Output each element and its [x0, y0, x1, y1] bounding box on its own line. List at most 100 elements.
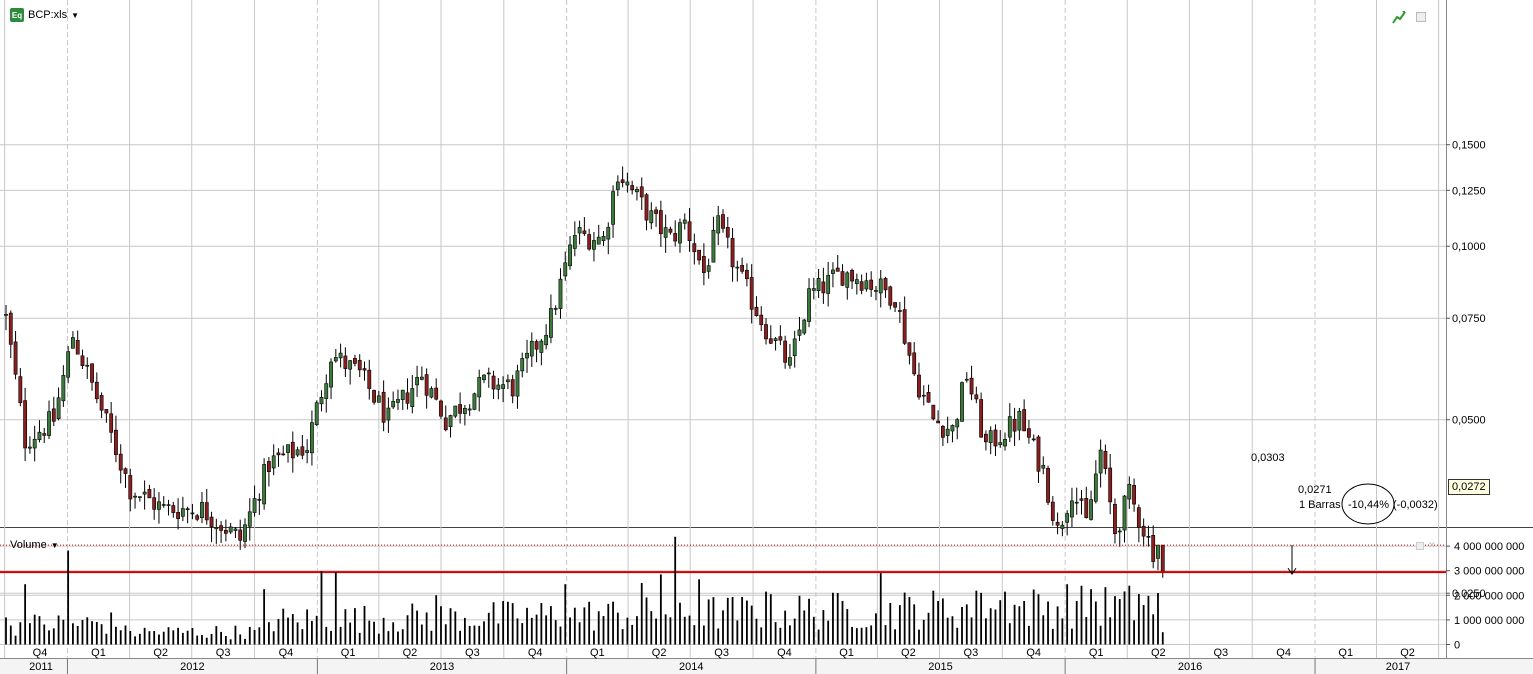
volume-bar [229, 639, 232, 645]
candle-up [1070, 500, 1074, 518]
candle-down [99, 395, 104, 411]
volume-bar [67, 550, 70, 645]
volume-bar [191, 627, 194, 645]
volume-title[interactable]: Volume [10, 539, 47, 551]
candle-down [620, 179, 625, 183]
candle-down [835, 267, 840, 272]
candle-down [266, 461, 271, 473]
volume-bar [1047, 601, 1049, 645]
candle-up [529, 340, 534, 357]
candle-down [644, 194, 649, 221]
measurement-percent-label: -10,44% [1348, 499, 1389, 511]
candle-up [161, 504, 166, 506]
restore-window-icon[interactable] [1416, 12, 1426, 22]
candle-up [271, 455, 276, 469]
volume-bar [158, 634, 160, 645]
volume-bar [449, 608, 452, 645]
candle-down [1012, 418, 1017, 432]
candle-up [501, 384, 506, 389]
volume-panel-title[interactable]: Volume ▼ [10, 539, 59, 551]
candle-up [802, 319, 807, 334]
candle-up [4, 314, 8, 316]
candle-down [42, 433, 47, 436]
volume-bar [5, 617, 7, 645]
trend-up-icon[interactable] [1392, 10, 1406, 24]
volume-bar [463, 617, 466, 645]
volume-bar [1099, 625, 1102, 645]
volume-bar [100, 624, 103, 645]
volume-bar [377, 633, 380, 645]
volume-bar [550, 606, 552, 645]
chevron-down-icon[interactable]: ▼ [50, 540, 59, 550]
volume-bar [9, 625, 12, 645]
candle-down [424, 374, 429, 396]
volume-bar [1066, 584, 1069, 645]
candle-down [902, 309, 907, 344]
candle-up [663, 227, 668, 238]
volume-bar [487, 612, 490, 645]
volume-bar [999, 600, 1002, 645]
volume-bar [650, 611, 653, 645]
volume-bar [172, 630, 175, 645]
candle-down [405, 392, 410, 404]
volume-bar [865, 627, 868, 645]
volume-bar [956, 627, 959, 645]
chart-title-bar[interactable]: Eq BCP:xls ▼ [10, 8, 79, 22]
candle-up [482, 374, 486, 381]
volume-bar [530, 617, 533, 645]
volume-bar [1061, 618, 1064, 645]
candle-down [893, 302, 897, 308]
volume-bar [908, 597, 911, 645]
volume-bar [688, 615, 691, 645]
candle-up [391, 401, 396, 408]
volume-bar [1137, 594, 1140, 645]
quarter-tick-label: Q1 [1338, 647, 1353, 659]
chevron-down-icon[interactable]: ▼ [71, 10, 80, 20]
candle-down [783, 340, 788, 363]
volume-bar [659, 574, 662, 645]
volume-bar [1028, 625, 1030, 645]
volume-bar [836, 592, 839, 645]
candle-down [491, 375, 496, 390]
volume-bar [540, 603, 543, 645]
volume-bar [325, 626, 328, 645]
close-icon[interactable]: ✕ [1428, 540, 1436, 550]
volume-bar [277, 618, 280, 645]
candle-up [252, 498, 257, 513]
candle-up [678, 222, 682, 244]
candle-up [71, 337, 75, 349]
volume-bar [970, 617, 973, 645]
candle-down [654, 209, 658, 214]
candle-down [257, 498, 262, 501]
volume-bar [803, 610, 806, 645]
symbol-title[interactable]: BCP:xls [28, 9, 68, 21]
volume-bar [119, 630, 122, 645]
volume-bar [597, 611, 600, 645]
candle-up [854, 279, 859, 284]
candle-up [797, 329, 802, 336]
quarter-tick-label: Q1 [341, 647, 356, 659]
candle-down [940, 425, 945, 438]
candle-down [1132, 485, 1136, 505]
candle-up [1007, 416, 1012, 438]
restore-window-icon[interactable] [1416, 541, 1424, 550]
candle-up [921, 394, 926, 397]
candle-up [572, 235, 577, 249]
volume-bar [741, 596, 744, 645]
volume-bar [798, 595, 801, 645]
candle-up [1017, 411, 1022, 431]
candle-down [778, 336, 783, 341]
volume-bar [621, 629, 624, 645]
volume-bar [14, 635, 17, 645]
candle-up [376, 395, 381, 403]
candle-down [90, 363, 94, 383]
volume-bar [793, 618, 796, 645]
volume-bar [444, 624, 447, 645]
volume-bar [851, 626, 853, 645]
candle-down [759, 314, 764, 326]
candle-up [1122, 495, 1127, 531]
candle-down [443, 417, 448, 431]
candle-up [525, 352, 529, 359]
quarter-tick-label: Q4 [279, 647, 294, 659]
